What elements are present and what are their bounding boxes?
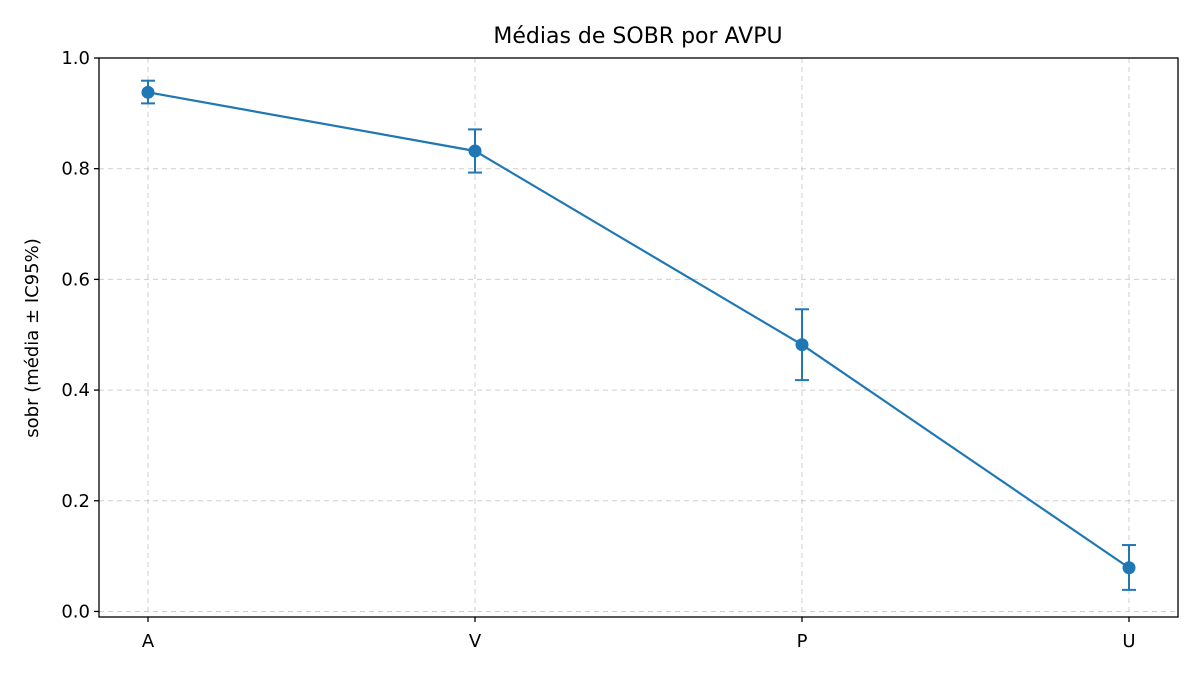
data-point <box>141 85 155 99</box>
y-tick-label: 0.2 <box>61 491 90 512</box>
y-tick-label: 0.8 <box>61 159 90 180</box>
y-tick-label: 0.0 <box>61 601 90 622</box>
y-axis-label: sobr (média ± IC95%) <box>22 238 43 437</box>
y-tick-label: 0.4 <box>61 380 90 401</box>
x-tick-label: U <box>1122 631 1135 652</box>
series-group <box>141 79 1136 591</box>
data-point <box>1122 561 1136 575</box>
y-axis: 0.0 0.2 0.4 0.6 0.8 1.0 <box>61 48 99 622</box>
series-line <box>147 91 1130 569</box>
x-tick-label: A <box>142 631 155 652</box>
grid <box>99 57 1178 617</box>
data-point <box>795 338 809 352</box>
x-tick-label: V <box>469 631 482 652</box>
plot-frame <box>98 57 1179 618</box>
y-tick-label: 1.0 <box>61 48 90 69</box>
x-tick-label: P <box>797 631 808 652</box>
data-point <box>468 144 482 158</box>
chart-title: Médias de SOBR por AVPU <box>493 24 782 49</box>
y-tick-label: 0.6 <box>61 269 90 290</box>
